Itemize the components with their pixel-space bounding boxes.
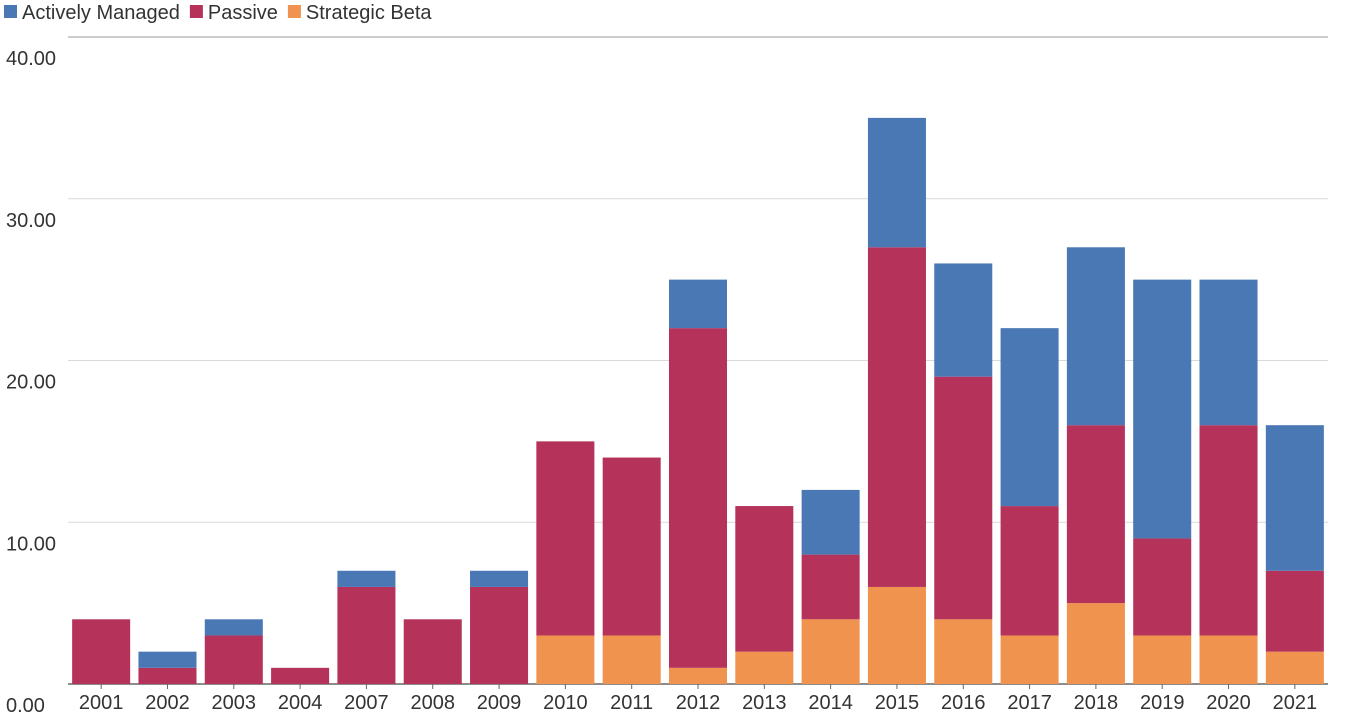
bar-passive-2009 — [470, 586, 529, 684]
y-tick-label: 30.00 — [6, 210, 56, 232]
bar-passive-2001 — [72, 619, 131, 684]
legend-label: Actively Managed — [22, 2, 180, 24]
x-tick-label: 2013 — [742, 692, 787, 714]
bar-actively-managed-2017 — [1000, 328, 1059, 507]
bar-passive-2015 — [867, 247, 926, 587]
bar-actively-managed-2020 — [1199, 279, 1258, 426]
bar-passive-2013 — [735, 506, 794, 652]
x-tick-label: 2012 — [676, 692, 721, 714]
bar-passive-2017 — [1000, 506, 1059, 636]
bar-passive-2016 — [934, 376, 993, 620]
bar-actively-managed-2009 — [470, 570, 529, 587]
bar-actively-managed-2021 — [1265, 425, 1324, 571]
x-tick-label: 2020 — [1206, 692, 1251, 714]
bar-strategic-beta-2013 — [735, 651, 794, 684]
x-tick-label: 2008 — [410, 692, 455, 714]
bar-actively-managed-2007 — [337, 570, 396, 587]
bar-actively-managed-2012 — [668, 279, 728, 329]
x-tick-label: 2017 — [1007, 692, 1052, 714]
x-tick-label: 2007 — [344, 692, 389, 714]
y-tick-label: 20.00 — [6, 372, 56, 394]
legend-swatch-actively-managed — [4, 5, 17, 18]
legend-label: Passive — [208, 2, 278, 24]
x-tick-label: 2003 — [212, 692, 257, 714]
bar-passive-2021 — [1265, 570, 1324, 652]
bar-actively-managed-2019 — [1133, 279, 1192, 539]
bar-strategic-beta-2018 — [1066, 603, 1125, 684]
x-tick-label: 2010 — [543, 692, 588, 714]
bar-actively-managed-2016 — [934, 263, 993, 377]
bar-passive-2018 — [1066, 425, 1125, 604]
bar-passive-2014 — [801, 554, 860, 620]
x-tick-label: 2019 — [1140, 692, 1185, 714]
x-axis-ticks: 2001 2002 2003 2004 2007 2008 2009 2010 2011 2012… — [79, 684, 1317, 714]
bar-strategic-beta-2010 — [536, 635, 595, 684]
bar-passive-2007 — [337, 586, 396, 684]
bar-strategic-beta-2012 — [668, 667, 728, 684]
bar-strategic-beta-2016 — [934, 619, 993, 684]
x-tick-label: 2018 — [1074, 692, 1119, 714]
y-tick-label: 0.00 — [6, 695, 45, 717]
legend-swatch-strategic-beta — [287, 5, 301, 18]
x-tick-label: 2021 — [1273, 692, 1318, 714]
bar-passive-2002 — [138, 667, 197, 684]
x-tick-label: 2016 — [941, 692, 986, 714]
bar-strategic-beta-2014 — [801, 619, 860, 684]
bar-passive-2011 — [602, 457, 661, 636]
bar-actively-managed-2002 — [138, 651, 197, 668]
x-tick-label: 2001 — [79, 692, 124, 714]
bar-passive-2020 — [1199, 425, 1258, 636]
bar-passive-2019 — [1133, 538, 1192, 636]
x-tick-label: 2011 — [610, 692, 653, 714]
legend-swatch-passive — [189, 5, 203, 18]
bar-actively-managed-2003 — [204, 619, 263, 636]
x-tick-label: 2014 — [808, 692, 853, 714]
bar-passive-2004 — [271, 667, 330, 684]
x-tick-label: 2002 — [145, 692, 190, 714]
bar-actively-managed-2015 — [867, 117, 926, 248]
x-tick-label: 2015 — [875, 692, 920, 714]
x-tick-label: 2004 — [278, 692, 323, 714]
bar-passive-2003 — [204, 635, 263, 684]
y-tick-label: 40.00 — [6, 48, 56, 70]
bar-strategic-beta-2011 — [602, 635, 661, 684]
bar-actively-managed-2018 — [1066, 247, 1125, 426]
bar-passive-2010 — [536, 441, 595, 636]
bar-passive-2012 — [668, 328, 728, 668]
bars — [72, 117, 1324, 684]
bar-strategic-beta-2017 — [1000, 635, 1059, 684]
bar-strategic-beta-2019 — [1133, 635, 1192, 684]
legend-label: Strategic Beta — [306, 2, 433, 24]
bar-strategic-beta-2021 — [1265, 651, 1324, 684]
bar-strategic-beta-2015 — [867, 586, 926, 684]
x-tick-label: 2009 — [477, 692, 522, 714]
bar-actively-managed-2014 — [801, 489, 860, 555]
y-axis-ticks: 0.00 10.00 20.00 30.00 40.00 — [6, 48, 56, 717]
legend: Actively Managed Passive Strategic Beta — [4, 2, 432, 24]
bar-passive-2008 — [403, 619, 462, 684]
bar-strategic-beta-2020 — [1199, 635, 1258, 684]
y-tick-label: 10.00 — [6, 533, 56, 555]
